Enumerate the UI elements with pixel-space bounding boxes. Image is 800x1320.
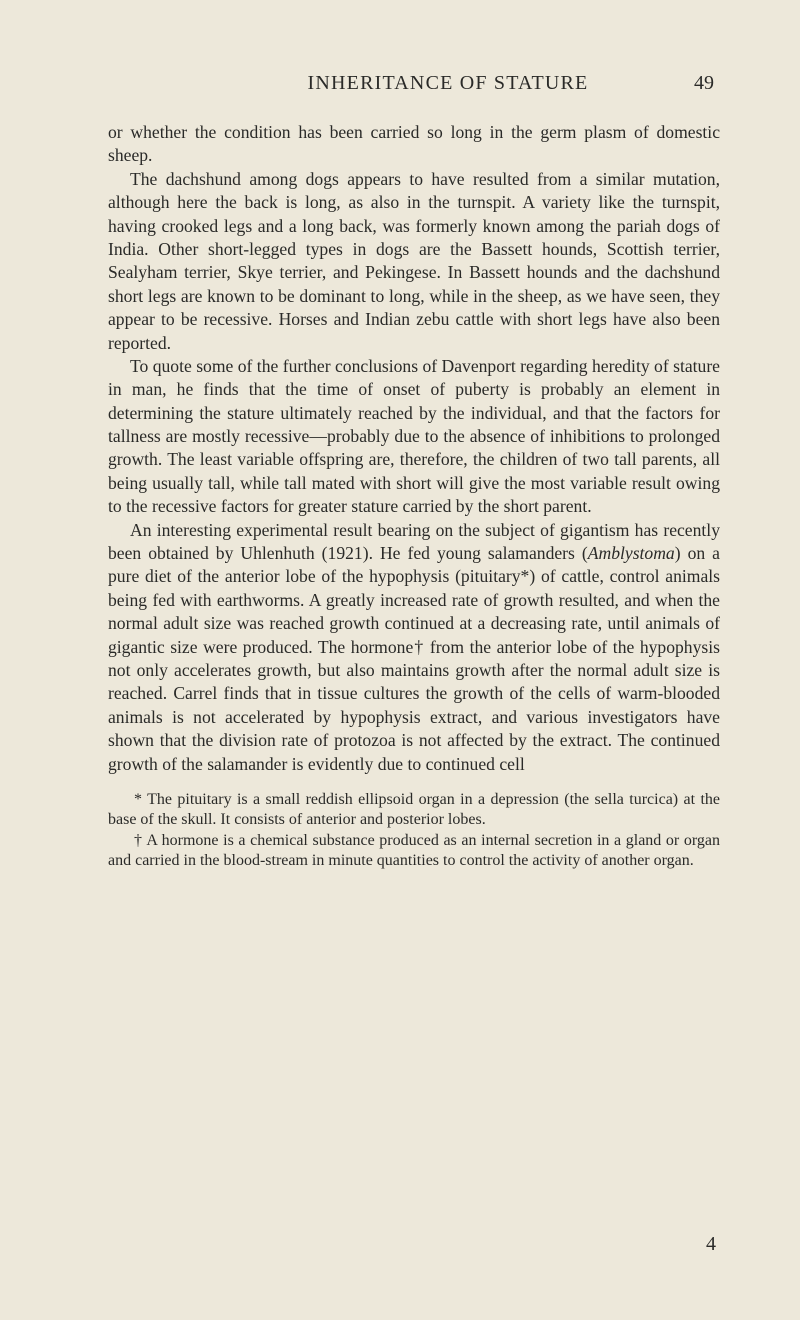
running-title: INHERITANCE OF STATURE — [162, 72, 694, 95]
species-name: Amblystoma — [588, 543, 675, 563]
p4-post: ) on a pure diet of the anterior lobe of… — [108, 543, 720, 774]
paragraph-4: An interesting experimental result beari… — [108, 519, 720, 776]
page-header: INHERITANCE OF STATURE 49 — [108, 72, 720, 95]
footnote-2: † A hormone is a chemical substance prod… — [108, 831, 720, 872]
paragraph-2: The dachshund among dogs appears to have… — [108, 168, 720, 355]
signature-mark: 4 — [706, 1233, 716, 1256]
paragraph-1: or whether the condition has been carrie… — [108, 121, 720, 168]
footnotes: * The pituitary is a small reddish ellip… — [108, 790, 720, 872]
paragraph-3: To quote some of the further conclusions… — [108, 355, 720, 519]
footnote-1: * The pituitary is a small reddish ellip… — [108, 790, 720, 831]
body-text: or whether the condition has been carrie… — [108, 121, 720, 776]
page-number: 49 — [694, 72, 714, 95]
